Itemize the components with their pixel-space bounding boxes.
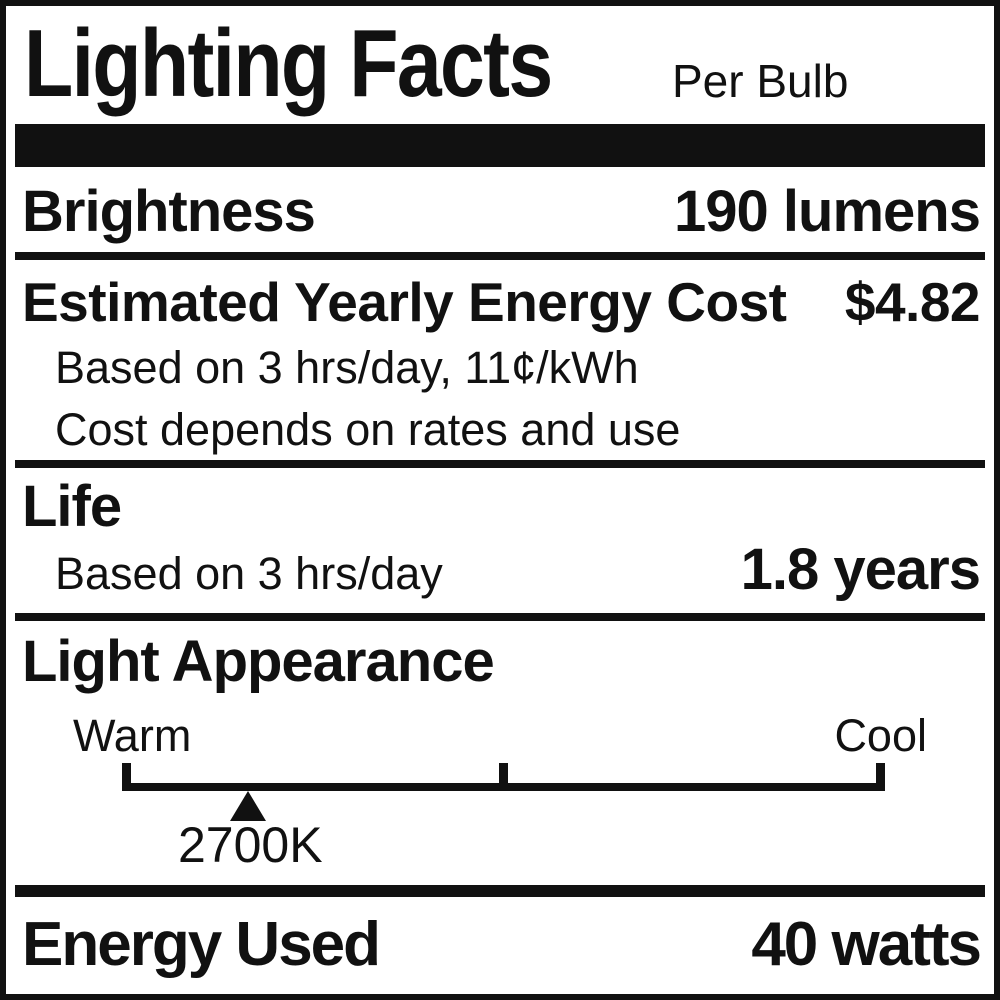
label-qualifier: Per Bulb [672, 55, 849, 107]
scale-tick-right [876, 763, 885, 791]
color-temp-marker-icon [229, 791, 266, 821]
label-title: Lighting Facts [24, 10, 553, 117]
header-separator-bar [15, 124, 985, 167]
energy-used-row: Energy Used 40 watts [22, 910, 982, 979]
energy-used-value: 40 watts [751, 910, 982, 979]
energy-cost-disclaimer-note: Cost depends on rates and use [55, 404, 681, 455]
life-label: Life [22, 474, 122, 539]
warm-label: Warm [73, 710, 192, 761]
footer-separator-bar [15, 885, 985, 897]
life-value: 1.8 years [740, 537, 981, 602]
scale-tick-middle [499, 763, 508, 791]
energy-cost-row: Estimated Yearly Energy Cost $4.82 [22, 271, 981, 333]
warm-cool-row: Warm Cool [73, 713, 927, 758]
scale-line [122, 783, 885, 791]
light-appearance-label: Light Appearance [22, 629, 495, 694]
cool-label: Cool [834, 710, 927, 761]
color-temp-value: 2700K [178, 817, 323, 873]
energy-cost-basis-note: Based on 3 hrs/day, 11¢/kWh [55, 342, 639, 393]
energy-used-label: Energy Used [22, 910, 381, 979]
brightness-row: Brightness 190 lumens [22, 179, 981, 244]
brightness-label: Brightness [22, 179, 316, 244]
energy-cost-label: Estimated Yearly Energy Cost [22, 271, 787, 333]
scale-tick-left [122, 763, 131, 791]
brightness-value: 190 lumens [674, 179, 981, 244]
divider-life-appearance [15, 613, 985, 621]
divider-brightness-cost [15, 252, 985, 260]
life-basis-note: Based on 3 hrs/day [55, 548, 443, 599]
life-row: Based on 3 hrs/day 1.8 years [22, 537, 981, 602]
color-temperature-scale [122, 763, 885, 823]
divider-cost-life [15, 460, 985, 468]
energy-cost-value: $4.82 [844, 271, 981, 333]
